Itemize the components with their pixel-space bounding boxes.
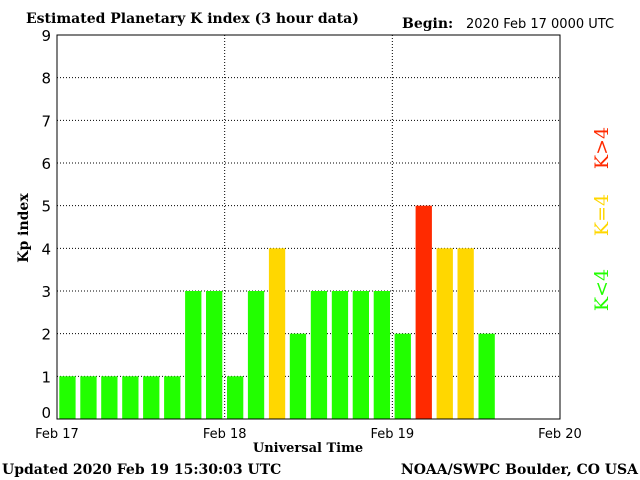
legend-k-greater-4: K>4 xyxy=(591,127,613,169)
kp-bar xyxy=(436,248,453,419)
y-tick-label: 7 xyxy=(41,112,51,130)
y-tick-label: 0 xyxy=(41,404,51,422)
kp-bar xyxy=(289,333,307,419)
kp-bar xyxy=(415,205,432,419)
kp-bar xyxy=(164,376,181,419)
kp-bar xyxy=(247,291,265,419)
x-tick-label: Feb 18 xyxy=(203,427,247,442)
x-tick-label: Feb 17 xyxy=(35,427,79,442)
kp-bar xyxy=(457,248,474,419)
kp-bar xyxy=(478,333,495,419)
x-axis-label: Universal Time xyxy=(253,441,363,456)
y-tick-label: 9 xyxy=(41,27,51,45)
kp-bar xyxy=(352,291,369,419)
y-tick-labels: 0 1 2 3 4 5 6 7 8 9 xyxy=(41,27,51,422)
y-tick-label: 8 xyxy=(41,70,51,88)
kp-bar xyxy=(101,376,118,419)
updated-timestamp: Updated 2020 Feb 19 15:30:03 UTC xyxy=(2,462,281,478)
begin-value: 2020 Feb 17 0000 UTC xyxy=(466,17,614,32)
credit-text: NOAA/SWPC Boulder, CO USA xyxy=(401,462,639,478)
plot-frame xyxy=(56,34,561,420)
kp-bar xyxy=(310,291,328,419)
kp-bar xyxy=(122,376,139,419)
kp-bar xyxy=(268,248,286,419)
bars xyxy=(59,205,495,419)
kp-bar xyxy=(80,376,97,419)
y-tick-label: 3 xyxy=(41,283,51,301)
kp-bar xyxy=(227,376,244,419)
kp-bar xyxy=(185,291,202,419)
x-tick-label: Feb 19 xyxy=(370,427,414,442)
kp-bar xyxy=(143,376,160,419)
begin-label: Begin: xyxy=(402,16,453,32)
x-tick-labels: Feb 17 Feb 18 Feb 19 Feb 20 xyxy=(35,427,582,442)
kp-bar xyxy=(206,291,223,419)
y-tick-label: 6 xyxy=(41,155,51,173)
y-axis-label: Kp index xyxy=(16,193,32,263)
y-tick-label: 4 xyxy=(41,240,51,258)
kp-bar xyxy=(394,333,411,419)
grid-lines xyxy=(57,35,560,419)
x-tick-label: Feb 20 xyxy=(538,427,582,442)
legend-k-less-4: K<4 xyxy=(591,269,613,311)
y-tick-label: 2 xyxy=(41,326,51,344)
y-tick-label: 1 xyxy=(41,368,51,386)
kp-bar xyxy=(331,291,349,419)
kp-bar xyxy=(373,291,390,419)
y-tick-label: 5 xyxy=(41,198,51,216)
chart-title: Estimated Planetary K index (3 hour data… xyxy=(26,11,359,27)
kp-bar xyxy=(59,376,76,419)
legend-k-equal-4: K=4 xyxy=(591,194,613,236)
